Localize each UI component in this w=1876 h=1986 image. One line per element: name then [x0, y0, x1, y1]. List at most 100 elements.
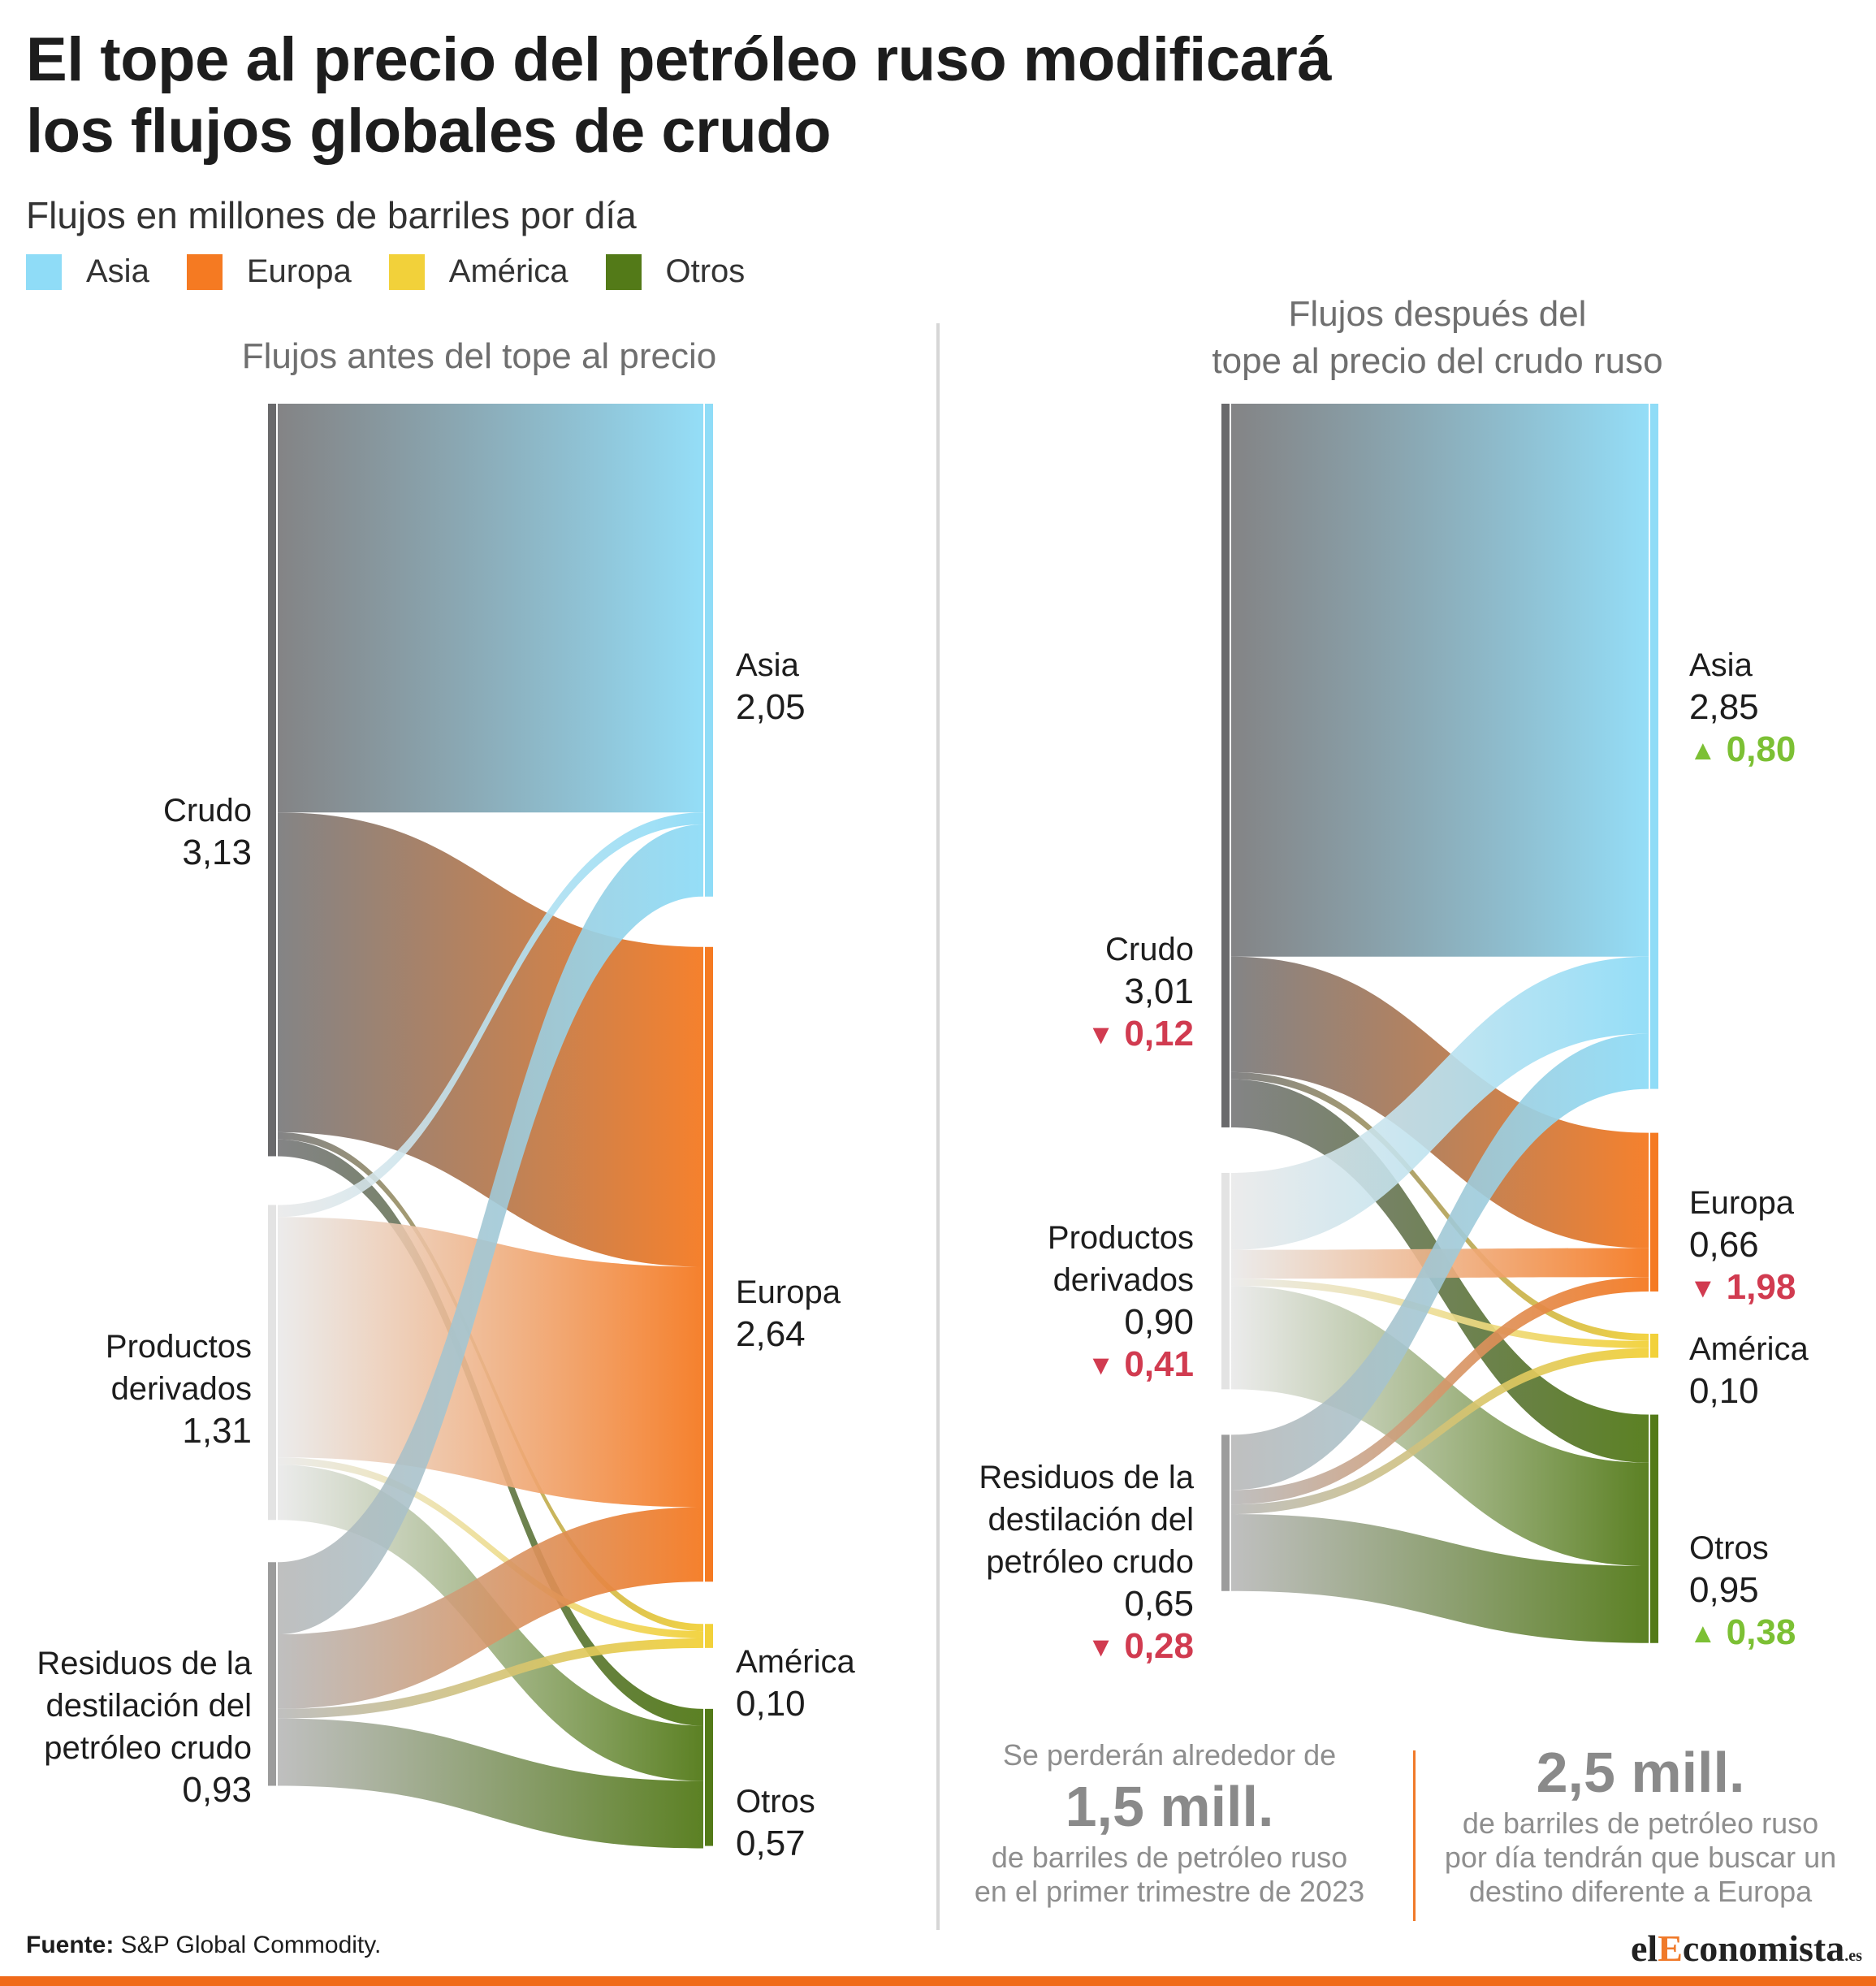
label-before-productos-name-1: Productos — [105, 1329, 252, 1365]
logo-part-2: E — [1658, 1928, 1683, 1969]
before-flow-productos-to-europa — [278, 1217, 703, 1508]
label-after-europa-delta: ▼ 1,98 — [1689, 1266, 1796, 1311]
legend-swatch-asia — [26, 253, 62, 290]
triangle-up-icon: ▲ — [1689, 1618, 1717, 1649]
triangle-down-icon: ▼ — [1087, 1632, 1115, 1663]
panel-title-before-text: Flujos antes del tope al precio — [241, 336, 717, 376]
label-before-asia-value: 2,05 — [736, 687, 806, 727]
label-before-residuos-name-2: destilación del — [45, 1688, 253, 1724]
label-before-otros: Otros 0,57 — [736, 1780, 815, 1865]
before-source-bar-productos — [268, 1205, 276, 1521]
before-flow-crudo-to-asia — [278, 404, 703, 813]
callout-new-big: 2,5 mill. — [1536, 1741, 1745, 1804]
callout-new-line-2: por día tendrán que buscar un — [1444, 1841, 1837, 1874]
label-before-crudo-value: 3,13 — [182, 833, 252, 872]
label-before-america: América 0,10 — [736, 1641, 855, 1725]
panel-title-after-line1: Flujos después del — [1288, 294, 1587, 334]
legend-swatch-america — [388, 253, 425, 290]
callout-lost-top: Se perderán alrededor de — [1002, 1738, 1337, 1772]
label-before-asia: Asia 2,05 — [736, 644, 806, 729]
source-text: S&P Global Commodity. — [120, 1932, 382, 1958]
before-flow-crudo-to-europa — [278, 812, 703, 1267]
chart-title: El tope al precio del petróleo ruso modi… — [26, 25, 1332, 166]
label-before-productos-value: 1,31 — [182, 1411, 252, 1451]
label-before-otros-value: 0,57 — [736, 1824, 806, 1863]
label-after-crudo-value: 3,01 — [1124, 971, 1194, 1011]
panel-title-after: Flujos después del tope al precio del cr… — [1104, 291, 1770, 385]
after-source-bar-residuos — [1221, 1434, 1230, 1591]
legend-item-america: América — [388, 253, 568, 290]
legend-item-europa: Europa — [186, 253, 352, 290]
before-target-bar-asia — [705, 404, 713, 897]
before-flow-productos-to-america — [278, 1457, 703, 1638]
label-after-america-name: América — [1689, 1331, 1809, 1367]
label-after-otros-name: Otros — [1689, 1530, 1769, 1566]
before-flow-residuos-to-otros — [278, 1718, 703, 1849]
before-target-bar-otros — [705, 1708, 713, 1846]
label-before-residuos-value: 0,93 — [182, 1770, 252, 1810]
callout-new-line-1: de barriles de petróleo ruso — [1462, 1806, 1819, 1840]
after-flow-residuos-to-otros — [1231, 1514, 1649, 1643]
label-before-productos: Productos derivados 1,31 — [49, 1326, 252, 1452]
label-before-asia-name: Asia — [736, 647, 799, 683]
source-label: Fuente: — [26, 1932, 115, 1958]
label-after-productos-value: 0,90 — [1124, 1302, 1194, 1342]
label-after-productos-delta-value: 0,41 — [1124, 1344, 1194, 1384]
after-flow-productos-to-otros — [1231, 1286, 1649, 1567]
after-flow-productos-to-america — [1231, 1279, 1649, 1348]
label-after-europa-value: 0,66 — [1689, 1225, 1759, 1265]
label-before-europa-value: 2,64 — [736, 1314, 806, 1354]
triangle-up-icon: ▲ — [1689, 735, 1717, 766]
label-after-residuos-name-1: Residuos de la — [979, 1460, 1194, 1495]
callout-lost-bottom-1: de barriles de petróleo ruso — [991, 1841, 1348, 1874]
label-after-america: América 0,10 — [1689, 1328, 1809, 1413]
after-flow-productos-to-asia — [1231, 956, 1649, 1250]
legend-swatch-europa — [186, 253, 223, 290]
label-before-america-value: 0,10 — [736, 1684, 806, 1724]
label-after-asia-delta-value: 0,80 — [1726, 729, 1796, 769]
label-after-residuos-name-2: destilación del — [988, 1502, 1195, 1538]
label-before-crudo-name: Crudo — [163, 793, 252, 829]
label-after-europa: Europa 0,66 ▼ 1,98 — [1689, 1182, 1796, 1311]
after-flow-residuos-to-america — [1231, 1348, 1649, 1515]
label-before-otros-name: Otros — [736, 1784, 815, 1819]
label-after-crudo: Crudo 3,01 ▼ 0,12 — [999, 928, 1194, 1058]
label-after-residuos-name-3: petróleo crudo — [986, 1544, 1194, 1580]
legend-swatch-otros — [605, 253, 642, 290]
legend-label-asia: Asia — [86, 253, 149, 289]
after-target-bar-america — [1650, 1333, 1658, 1358]
label-before-crudo: Crudo 3,13 — [89, 790, 252, 874]
before-flow-residuos-to-asia — [278, 824, 703, 1635]
callout-lost-barrels: Se perderán alrededor de 1,5 mill. de ba… — [966, 1738, 1372, 1909]
callout-lost-big: 1,5 mill. — [1065, 1775, 1274, 1838]
label-before-europa: Europa 2,64 — [736, 1271, 841, 1356]
label-after-crudo-delta: ▼ 0,12 — [999, 1013, 1194, 1058]
after-flow-residuos-to-europa — [1231, 1277, 1649, 1505]
panel-title-before: Flujos antes del tope al precio — [146, 333, 812, 380]
label-after-asia-delta: ▲ 0,80 — [1689, 729, 1796, 773]
label-before-europa-name: Europa — [736, 1274, 841, 1310]
label-before-america-name: América — [736, 1644, 855, 1680]
publisher-logo: elEconomista.es — [1631, 1927, 1862, 1970]
after-target-bar-europa — [1650, 1132, 1658, 1292]
after-target-bar-asia — [1650, 404, 1658, 1089]
label-before-residuos-name-3: petróleo crudo — [44, 1730, 252, 1766]
label-after-asia-name: Asia — [1689, 647, 1753, 683]
label-before-productos-name-2: derivados — [110, 1371, 252, 1407]
label-after-crudo-delta-value: 0,12 — [1124, 1014, 1194, 1054]
callout-divider — [1413, 1750, 1416, 1921]
callout-lost-bottom-2: en el primer trimestre de 2023 — [974, 1875, 1365, 1908]
triangle-down-icon: ▼ — [1689, 1273, 1717, 1304]
after-target-bar-otros — [1650, 1414, 1658, 1643]
label-after-residuos-delta: ▼ 0,28 — [934, 1625, 1194, 1670]
label-after-productos-name-1: Productos — [1047, 1220, 1194, 1256]
label-after-europa-delta-value: 1,98 — [1726, 1267, 1796, 1307]
label-after-america-value: 0,10 — [1689, 1371, 1759, 1411]
legend-item-asia: Asia — [26, 253, 149, 290]
bottom-accent-bar — [0, 1976, 1876, 1986]
before-source-bar-crudo — [268, 404, 276, 1157]
label-after-otros-value: 0,95 — [1689, 1570, 1759, 1610]
label-after-crudo-name: Crudo — [1105, 932, 1194, 967]
source-note: Fuente: S&P Global Commodity. — [26, 1932, 381, 1959]
